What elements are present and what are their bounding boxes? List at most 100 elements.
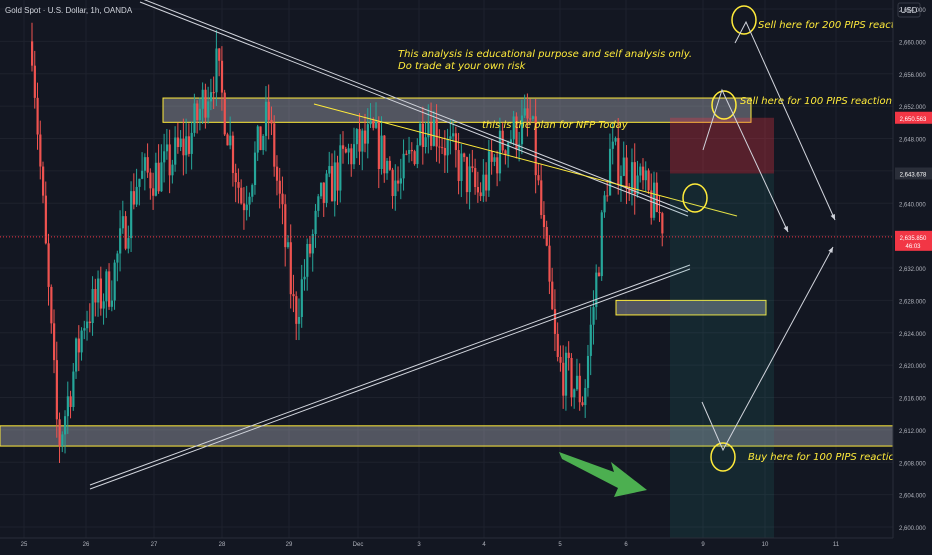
- stop-area: [670, 117, 774, 174]
- candle-body: [204, 89, 207, 118]
- plan-note: this is the plan for NFP Today: [482, 120, 629, 131]
- highlight-circle: [731, 5, 757, 35]
- candle-body: [347, 148, 350, 153]
- candle-body: [124, 216, 127, 249]
- candle-body: [413, 151, 416, 165]
- candle-body: [611, 141, 614, 149]
- candle-body: [537, 175, 540, 181]
- candle-body: [619, 175, 623, 185]
- candle-body: [251, 185, 254, 197]
- candle-body: [625, 157, 628, 189]
- candle-body: [86, 321, 89, 329]
- candle-body: [452, 133, 455, 137]
- time-tick-label: 4: [482, 542, 486, 548]
- candle-body: [322, 182, 325, 203]
- candle-body: [584, 387, 587, 406]
- candle-body: [402, 153, 405, 179]
- candle-body: [66, 396, 69, 417]
- arrow-head: [830, 214, 835, 220]
- candle-body: [416, 145, 419, 165]
- candle-body: [377, 121, 380, 170]
- price-tick-label: 2,608.000: [899, 461, 926, 467]
- mini-support-zone: [615, 299, 767, 316]
- candle-body: [366, 124, 369, 144]
- candle-body: [185, 136, 188, 156]
- candle-body: [102, 301, 105, 309]
- candle-body: [72, 371, 75, 407]
- currency-box[interactable]: [897, 2, 921, 18]
- candle-body: [441, 147, 444, 149]
- candle-body: [119, 228, 122, 254]
- candle-body: [165, 144, 169, 152]
- candle-body: [545, 226, 548, 246]
- candle-body: [410, 149, 413, 152]
- candle-body: [369, 120, 372, 125]
- candle-body: [344, 148, 347, 153]
- candle-body: [130, 191, 133, 239]
- upper-trend-line: [139, 1, 689, 217]
- candle-body: [190, 132, 193, 154]
- candle-body: [479, 192, 482, 197]
- time-axis[interactable]: [0, 537, 932, 550]
- candle-body: [132, 191, 136, 205]
- candle-body: [319, 182, 323, 197]
- projection: [0, 117, 893, 538]
- candle-body: [556, 333, 559, 357]
- candle-body: [284, 204, 287, 248]
- candle-body: [518, 144, 521, 150]
- candle-body: [256, 126, 259, 153]
- projection-arrow: [734, 20, 836, 221]
- candle-body: [614, 137, 617, 142]
- candle-body: [281, 193, 284, 205]
- candle-body: [507, 142, 510, 155]
- candle-body: [372, 120, 375, 128]
- candle-body: [375, 121, 378, 128]
- price-tag: [895, 167, 932, 180]
- candle-body: [176, 137, 180, 148]
- candle-body: [33, 65, 36, 98]
- buy-100-label: Buy here for 100 PIPS reaction: [748, 452, 901, 463]
- disclaimer-line2: Do trade at your own risk: [398, 61, 527, 72]
- lower-trend-line: [89, 264, 691, 486]
- time-axis-bg: [0, 538, 932, 550]
- price-tag-label: 2,643.678: [900, 172, 927, 178]
- candle-body: [350, 148, 353, 165]
- candle-body: [50, 286, 53, 324]
- candle-body: [135, 186, 138, 205]
- candle-body: [212, 92, 215, 94]
- resistance-zone: [162, 97, 752, 123]
- candle-body: [31, 41, 34, 66]
- candle-body: [421, 123, 425, 148]
- candle-body: [286, 242, 290, 248]
- candle-body: [179, 138, 182, 148]
- sell-100-label: Sell here for 100 PIPS reaction: [740, 96, 892, 107]
- candle-body: [386, 160, 389, 174]
- candles: [31, 22, 664, 463]
- candle-body: [259, 126, 262, 151]
- time-tick-label: 27: [151, 542, 158, 548]
- time-ticks: 25 26 27 28 29 Dec 3 4 5 6 9 10 11: [21, 542, 840, 548]
- candle-body: [394, 180, 397, 197]
- candle-body: [248, 196, 251, 205]
- candle-body: [636, 175, 639, 195]
- candle-body: [58, 419, 61, 447]
- candle-body: [355, 129, 358, 145]
- candle-body: [658, 211, 661, 214]
- candle-body: [630, 162, 634, 193]
- candle-body: [501, 130, 504, 151]
- candle-body: [297, 316, 301, 324]
- candle-body: [42, 166, 45, 196]
- candle-body: [468, 166, 471, 193]
- upper-trend-line: [143, 0, 689, 213]
- candle-body: [512, 116, 515, 140]
- currency-label: USD: [901, 6, 918, 15]
- candle-body: [380, 135, 383, 170]
- green-arrow-icon: [559, 452, 647, 497]
- candle-body: [275, 166, 279, 181]
- candle-body: [108, 271, 111, 307]
- price-axis[interactable]: USD: [892, 0, 932, 538]
- current-price-tag: [895, 230, 932, 251]
- price-tick-label: 2,656.000: [899, 73, 926, 79]
